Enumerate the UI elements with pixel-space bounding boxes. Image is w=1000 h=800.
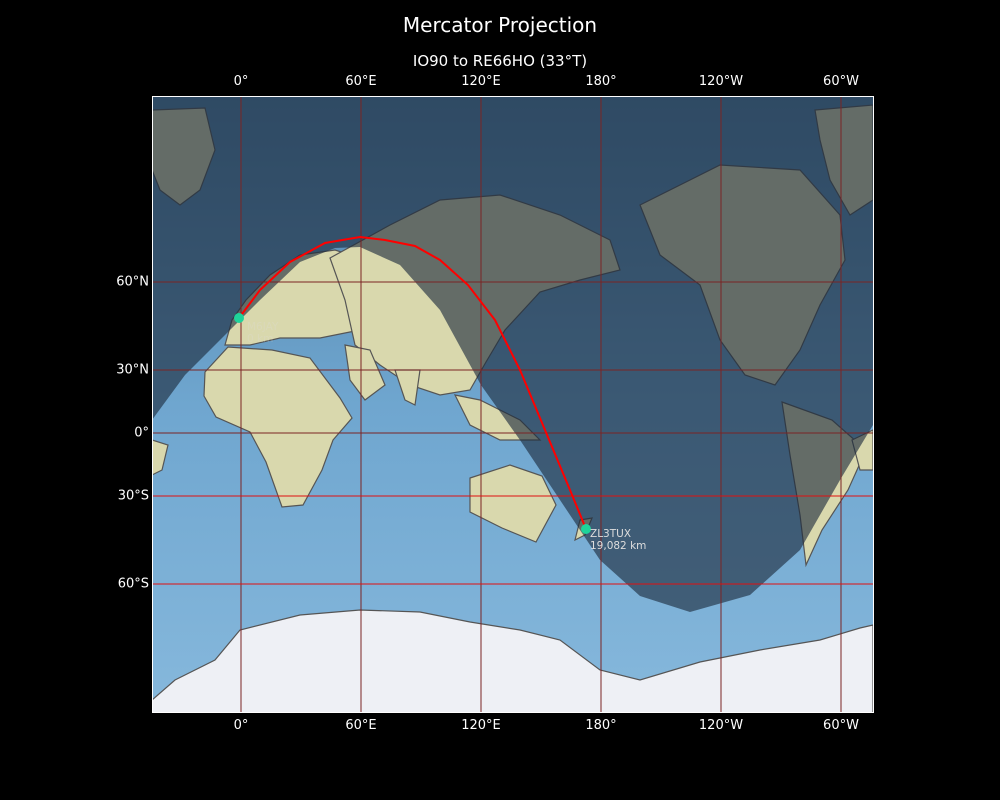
map-frame [152, 96, 874, 713]
lon-tick-top: 120°W [698, 74, 744, 89]
lon-tick-bottom: 120°W [698, 718, 744, 733]
graticule [152, 96, 873, 713]
lon-tick-bottom: 60°W [823, 718, 859, 733]
world-map[interactable]: M6JAY 0 km ZL3TUX 19,082 km [152, 96, 874, 713]
figure-title: Mercator Projection [402, 13, 598, 37]
lon-tick-bottom: 120°E [461, 718, 501, 733]
lon-tick-top: 60°E [345, 74, 377, 89]
lon-tick-top: 120°E [461, 74, 501, 89]
antarctica [152, 609, 874, 713]
map-subtitle: IO90 to RE66HO (33°T) [412, 52, 588, 70]
africa-west-edge [152, 439, 169, 476]
lat-tick: 30°N [116, 362, 149, 378]
lon-tick-bottom: 60°E [345, 718, 377, 733]
lon-tick-bottom: 180° [585, 718, 617, 733]
lon-tick-bottom: 0° [233, 718, 249, 733]
source-label: M6JAY [247, 321, 279, 333]
lat-tick: 60°N [116, 274, 149, 290]
lon-tick-top: 60°W [823, 74, 859, 89]
lat-tick: 60°S [117, 576, 149, 592]
australia [469, 464, 557, 543]
source-marker[interactable] [234, 313, 244, 323]
destination-label: ZL3TUX [590, 528, 631, 540]
destination-distance: 19,082 km [590, 540, 646, 552]
great-circle-path [238, 235, 587, 530]
source-distance: 0 km [247, 333, 273, 345]
lon-tick-top: 180° [585, 74, 617, 89]
destination-marker[interactable] [581, 524, 591, 534]
lon-tick-top: 0° [233, 74, 249, 89]
lat-tick: 30°S [117, 488, 149, 504]
lat-tick: 0° [134, 425, 149, 441]
